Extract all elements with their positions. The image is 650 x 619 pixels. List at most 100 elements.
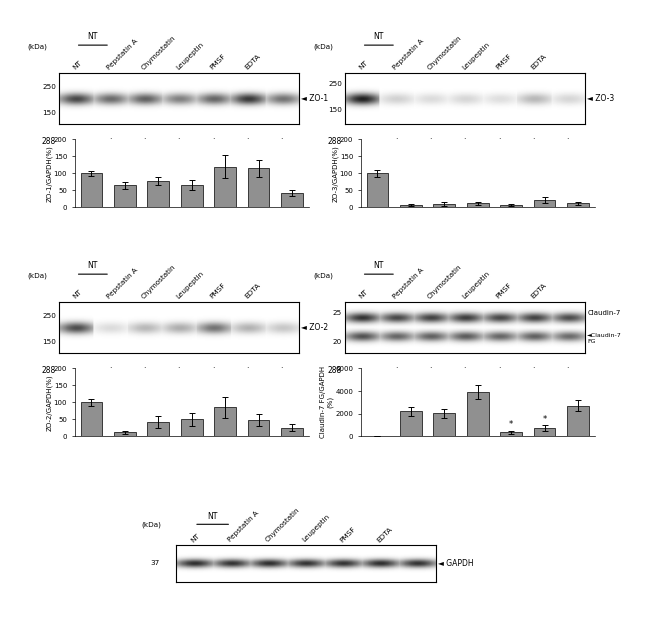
Text: +: + [393, 137, 399, 146]
Text: Chymostatin: Chymostatin [140, 264, 177, 300]
Text: +: + [176, 137, 182, 146]
Text: (kDa): (kDa) [27, 273, 47, 279]
Text: Pepstatin A: Pepstatin A [106, 267, 139, 300]
Text: ◄ GAPDH: ◄ GAPDH [438, 559, 474, 568]
Text: ◄ ZO-3: ◄ ZO-3 [588, 94, 615, 103]
Text: -: - [360, 137, 363, 146]
Text: NT: NT [374, 32, 384, 41]
Bar [81, 402, 102, 436]
Text: 37: 37 [151, 560, 160, 566]
Text: +: + [496, 137, 502, 146]
Text: EDTA: EDTA [529, 53, 547, 71]
Bar [248, 168, 270, 207]
Text: +: + [210, 366, 216, 375]
Bar [534, 200, 556, 207]
Bar [534, 428, 556, 436]
Text: Leupeptin: Leupeptin [174, 41, 204, 71]
Text: ◄ ZO-2: ◄ ZO-2 [302, 323, 328, 332]
Text: Pepstatin A: Pepstatin A [227, 510, 260, 543]
Text: +: + [462, 366, 468, 375]
Bar [181, 185, 203, 207]
Bar [434, 204, 455, 207]
Text: PMSF: PMSF [209, 53, 227, 71]
Bar [567, 406, 589, 436]
Bar [367, 173, 388, 207]
Text: -: - [360, 366, 363, 375]
Text: NT: NT [358, 289, 369, 300]
Text: (kDa): (kDa) [142, 521, 162, 528]
Text: Leupeptin: Leupeptin [460, 271, 490, 300]
Text: NT: NT [72, 289, 83, 300]
Text: 25: 25 [333, 310, 342, 316]
Text: Pepstatin A: Pepstatin A [392, 38, 425, 71]
Text: EDTA: EDTA [376, 526, 393, 543]
Text: EDTA: EDTA [243, 53, 261, 71]
Text: +: + [210, 137, 216, 146]
Text: Chymostatin: Chymostatin [426, 35, 463, 71]
Text: NT: NT [88, 32, 98, 41]
Y-axis label: Claudin-7 FG/GAPDH
(%): Claudin-7 FG/GAPDH (%) [320, 366, 333, 438]
Text: Chymostatin: Chymostatin [264, 507, 300, 543]
Text: +: + [427, 366, 434, 375]
Text: Leupeptin: Leupeptin [174, 271, 204, 300]
Bar [500, 205, 522, 207]
Text: +: + [393, 366, 399, 375]
Text: PMSF: PMSF [209, 282, 227, 300]
Bar [114, 432, 136, 436]
Text: PMSF: PMSF [495, 282, 513, 300]
Text: ◄ ZO-1: ◄ ZO-1 [302, 94, 328, 103]
Text: ◄Claudin-7
FG: ◄Claudin-7 FG [588, 333, 622, 344]
Bar [400, 412, 422, 436]
Text: 150: 150 [42, 110, 56, 116]
Text: NT: NT [72, 60, 83, 71]
Bar [567, 203, 589, 207]
Text: +: + [530, 366, 537, 375]
Text: +: + [107, 366, 113, 375]
Text: (kDa): (kDa) [313, 44, 333, 50]
Text: +: + [565, 366, 571, 375]
Text: +: + [530, 137, 537, 146]
Text: (kDa): (kDa) [313, 273, 333, 279]
Text: +: + [427, 137, 434, 146]
Bar [500, 433, 522, 436]
Text: +: + [496, 366, 502, 375]
Bar [214, 407, 236, 436]
Text: Chymostatin: Chymostatin [140, 35, 177, 71]
Text: *: * [509, 420, 514, 430]
Y-axis label: ZO-1/GAPDH(%): ZO-1/GAPDH(%) [46, 145, 52, 202]
Bar [181, 420, 203, 436]
Y-axis label: ZO-3/GAPDH(%): ZO-3/GAPDH(%) [332, 145, 338, 202]
Text: PMSF: PMSF [339, 526, 356, 543]
Bar [400, 205, 422, 207]
Text: -: - [74, 137, 77, 146]
Bar [214, 167, 236, 207]
Text: 288: 288 [328, 137, 342, 146]
Text: 250: 250 [328, 81, 342, 87]
Text: +: + [107, 137, 113, 146]
Text: 150: 150 [42, 339, 56, 345]
Text: 150: 150 [328, 106, 342, 113]
Text: 288: 288 [328, 366, 342, 375]
Text: Claudin-7: Claudin-7 [588, 310, 621, 316]
Text: +: + [462, 137, 468, 146]
Bar [434, 413, 455, 436]
Bar [81, 173, 102, 207]
Text: +: + [244, 366, 251, 375]
Text: +: + [279, 137, 285, 146]
Text: NT: NT [88, 261, 98, 270]
Bar [467, 203, 489, 207]
Bar [281, 193, 303, 207]
Text: PMSF: PMSF [495, 53, 513, 71]
Text: +: + [565, 137, 571, 146]
Bar [148, 181, 169, 207]
Text: NT: NT [374, 261, 384, 270]
Text: +: + [141, 366, 148, 375]
Text: EDTA: EDTA [529, 282, 547, 300]
Text: 288: 288 [42, 366, 56, 375]
Text: NT: NT [358, 60, 369, 71]
Bar [281, 428, 303, 436]
Text: +: + [176, 366, 182, 375]
Text: 250: 250 [42, 84, 56, 90]
Text: NT: NT [207, 513, 218, 521]
Text: +: + [141, 137, 148, 146]
